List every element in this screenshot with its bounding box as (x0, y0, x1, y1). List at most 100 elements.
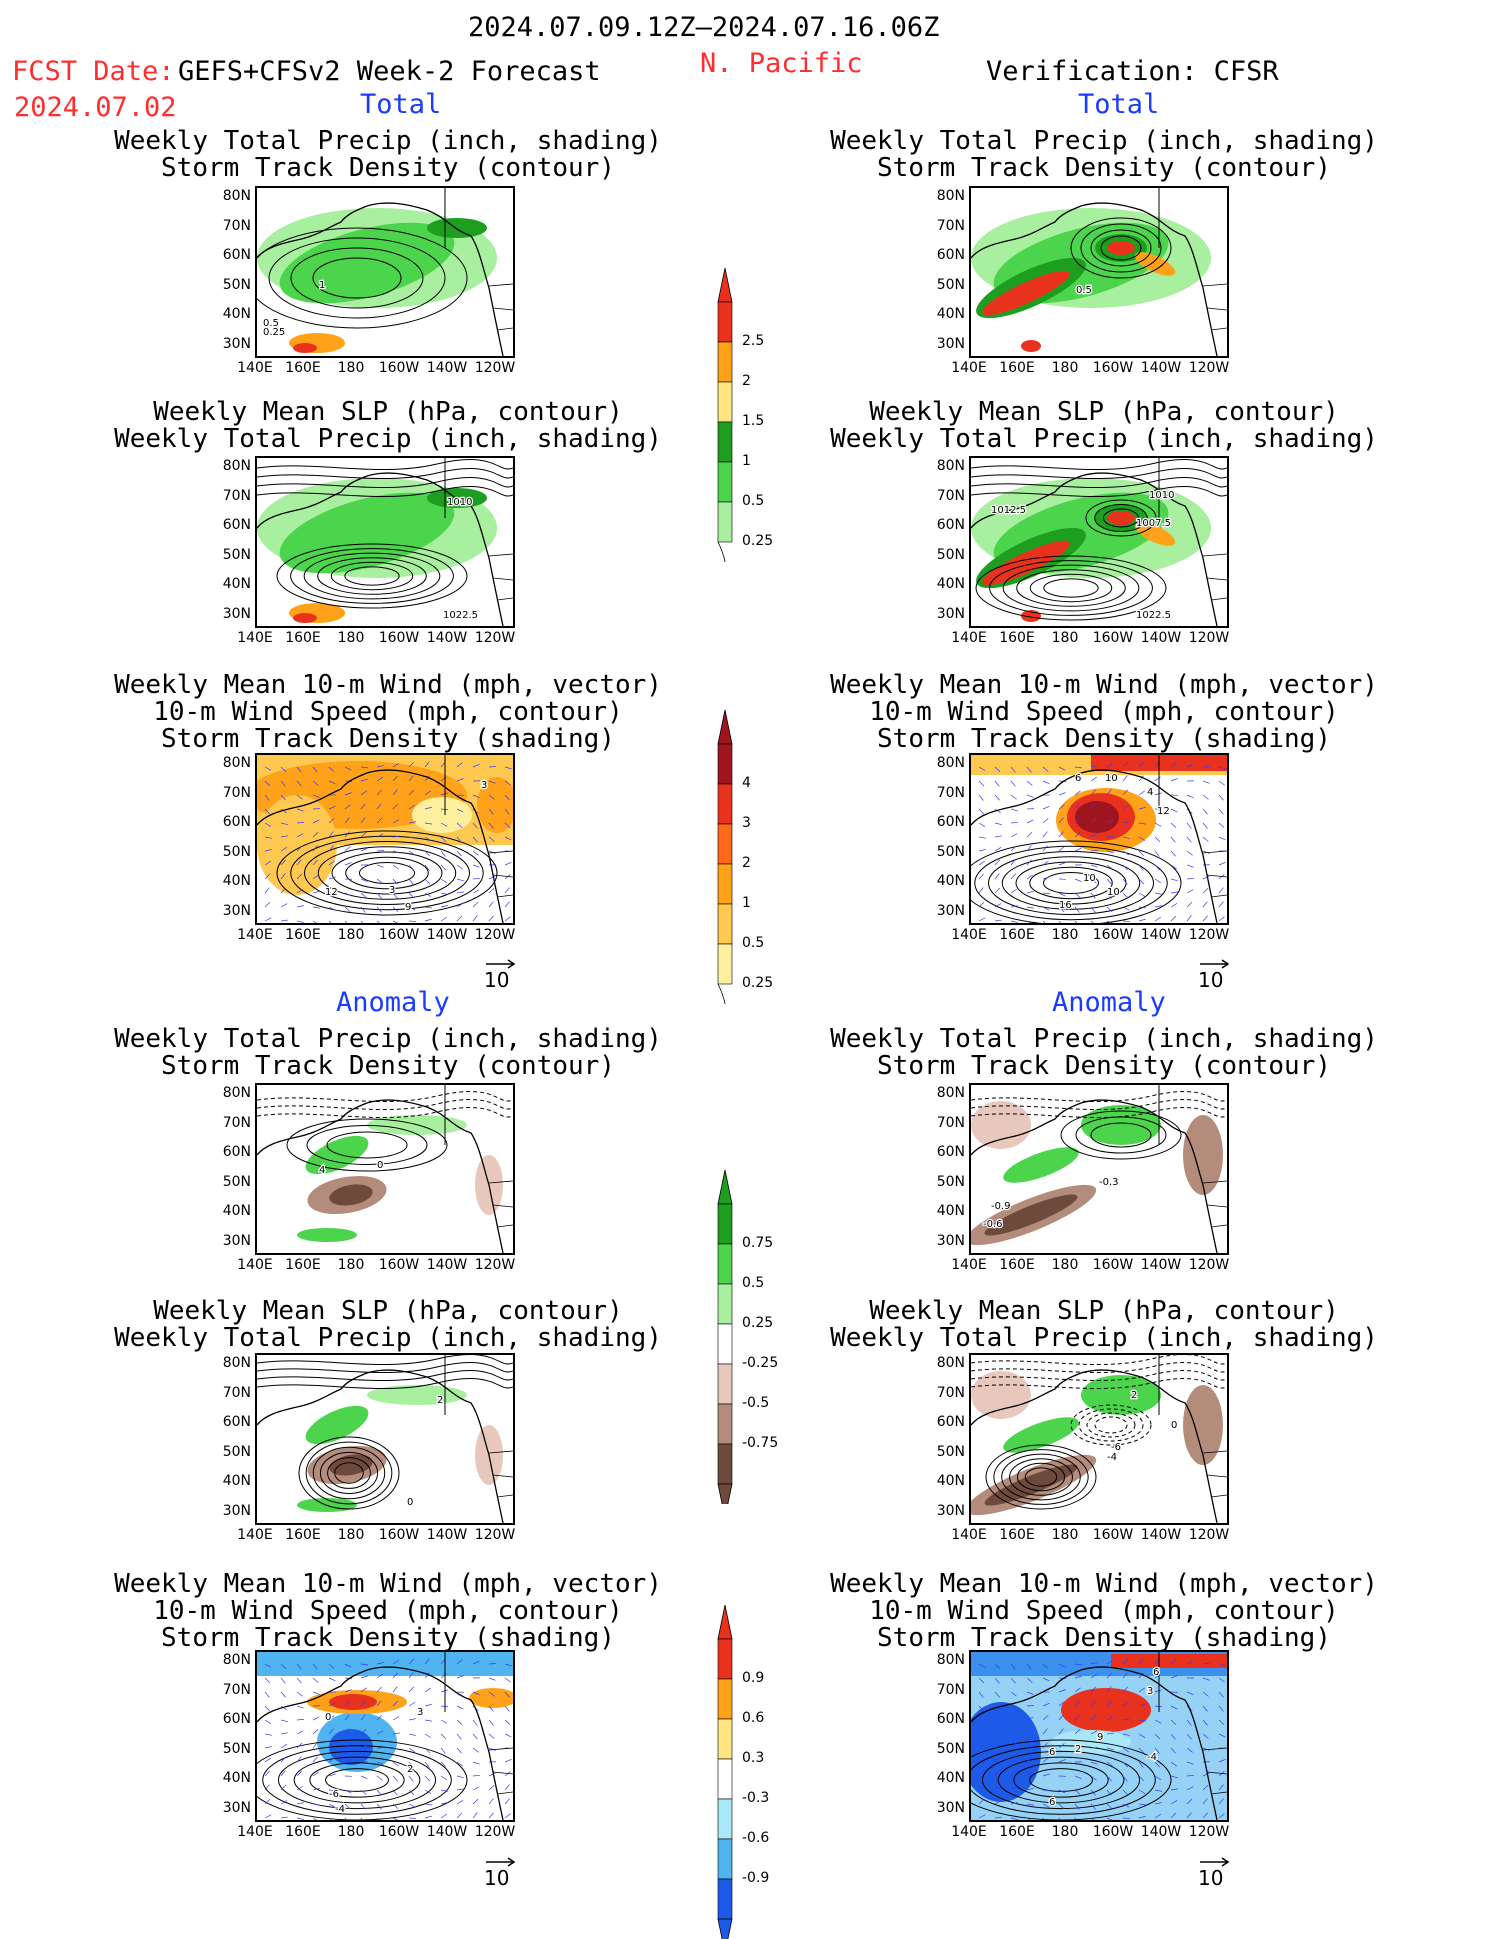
lat-tick-label: 80N (211, 1652, 251, 1668)
wind-vector (313, 891, 320, 893)
wind-vector (1187, 851, 1193, 855)
wind-vector (505, 1799, 510, 1804)
lon-tick-label: 120W (470, 630, 520, 646)
wind-vector (297, 1692, 303, 1696)
wind-vector (1171, 779, 1178, 781)
lon-tick-label: 180 (1040, 360, 1090, 376)
lon-tick-label: 140W (1136, 630, 1186, 646)
wind-vector (297, 1719, 304, 1720)
contour-label: 10 (1107, 887, 1120, 898)
wind-vector (281, 1733, 288, 1734)
title-left-6: Weekly Mean 10-m Wind (mph, vector)10-m … (68, 1571, 708, 1652)
storm-density-max (1075, 801, 1119, 833)
wind-vector (1187, 890, 1193, 893)
contour-label: -4 (1107, 1452, 1117, 1463)
contour-label: -0.6 (983, 1219, 1003, 1230)
lon-tick-label: 180 (1040, 927, 1090, 943)
colorbar-segment (718, 1719, 732, 1759)
lon-tick-label: 140W (1136, 360, 1186, 376)
colorbar-label: -0.25 (742, 1355, 778, 1371)
lon-tick-label: 160E (992, 1527, 1042, 1543)
colorbar-precip_total (712, 268, 740, 562)
wind-vector (345, 921, 349, 923)
wind-vector (361, 1776, 367, 1779)
colorbar-label: 0.5 (742, 493, 764, 509)
contour-label: -4 (1147, 1752, 1157, 1763)
wind-vector (489, 888, 494, 893)
wind-vector (1091, 777, 1097, 781)
colorbar-segment (718, 744, 732, 784)
lat-tick-label: 60N (211, 247, 251, 263)
wind-vector (425, 1804, 432, 1805)
wind-vector (995, 888, 1000, 893)
lon-tick-label: 140W (1136, 1824, 1186, 1840)
wind-vector (1219, 837, 1225, 840)
wind-vector (979, 823, 985, 827)
wind-vector (313, 921, 319, 923)
contour-label: 10 (1083, 873, 1096, 884)
wind-vector (1043, 818, 1048, 823)
wind-vector (979, 809, 984, 814)
lat-tick-label: 70N (211, 785, 251, 801)
wind-vector (1219, 809, 1223, 814)
wind-vector (377, 1790, 382, 1795)
wind-vector (393, 865, 399, 869)
colorbar-top-arrow (718, 1170, 732, 1204)
wind-vector (1027, 891, 1034, 893)
colorbar-segment (718, 784, 732, 824)
wind-vector (1219, 888, 1223, 893)
wind-vector (1123, 776, 1127, 781)
wind-vector (995, 823, 1002, 825)
wind-vector (457, 879, 464, 881)
right-total-label: Total (1078, 89, 1159, 120)
wind-vector (473, 1799, 478, 1804)
contour-label: 3 (417, 1707, 423, 1718)
colorbar-label: 2 (742, 373, 751, 389)
lat-tick-label: 60N (925, 247, 965, 263)
wind-vector (1075, 921, 1080, 923)
storm-anom-pos (469, 1688, 513, 1708)
right-anomaly-label: Anomaly (1052, 987, 1166, 1018)
lon-tick-label: 160W (1088, 360, 1138, 376)
wind-vector (473, 1787, 479, 1790)
wind-vector (1171, 892, 1178, 893)
wind-vector (1187, 902, 1192, 907)
wind-vector (505, 1720, 510, 1725)
wind-vector (1043, 893, 1050, 894)
vector-ref-right-2: 10 (1198, 1866, 1223, 1890)
colorbar-label: 0.25 (742, 533, 773, 549)
wind-vector (979, 888, 983, 893)
wind-vector (361, 893, 366, 898)
lat-tick-label: 70N (925, 1115, 965, 1131)
wind-vector (979, 849, 986, 851)
wind-vector (265, 1678, 270, 1683)
lon-tick-label: 140W (1136, 927, 1186, 943)
wind-vector (457, 1734, 461, 1739)
wind-vector (425, 1816, 432, 1818)
wind-vector (313, 907, 320, 908)
wind-vector (265, 1815, 271, 1818)
wind-vector (1011, 921, 1018, 923)
lon-tick-label: 180 (326, 630, 376, 646)
wind-vector (473, 1762, 480, 1764)
lon-tick-label: 180 (326, 360, 376, 376)
slp-anom-contour-neg (1095, 1417, 1127, 1433)
precip-shading-heavy (427, 218, 487, 238)
wind-vector (265, 1746, 272, 1748)
colorbar-label: 3 (742, 815, 751, 831)
lon-tick-label: 120W (470, 1824, 520, 1840)
contour-label: -4 (335, 1804, 345, 1815)
wind-vector (505, 1785, 509, 1790)
lon-tick-label: 140W (422, 1527, 472, 1543)
contour-label: 9 (405, 902, 411, 913)
lat-tick-label: 70N (925, 488, 965, 504)
colorbar-label: 1 (742, 453, 751, 469)
wind-vector (297, 1803, 304, 1804)
wind-vector (1091, 921, 1096, 923)
contour-label: 3 (1147, 1686, 1153, 1697)
wind-vector (457, 1813, 462, 1818)
wind-vector (425, 1734, 431, 1738)
